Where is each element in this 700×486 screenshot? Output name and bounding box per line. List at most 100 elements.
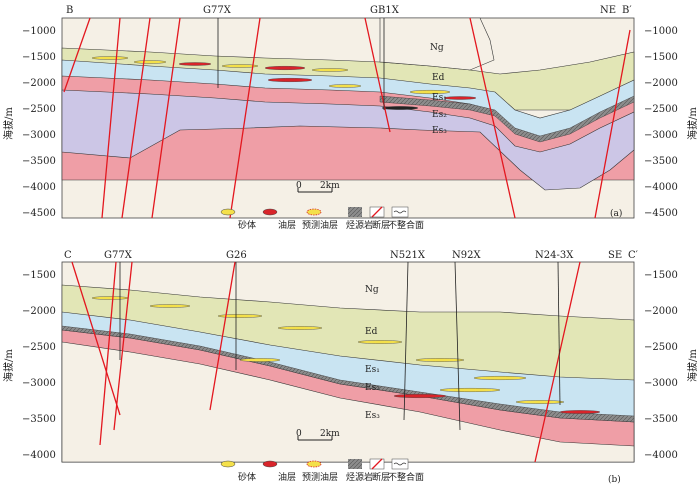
panel-b-corner-right: SE (608, 250, 622, 261)
panel-b-well-label-5: N24-3X (535, 250, 574, 261)
svg-text:预测油层: 预测油层 (302, 219, 338, 231)
legend-b-sand-icon (220, 460, 236, 468)
svg-text:−1500: −1500 (22, 270, 56, 281)
svg-text:预测油层: 预测油层 (302, 471, 338, 483)
svg-text:−2000: −2000 (22, 78, 56, 89)
svg-text:−3500: −3500 (644, 414, 678, 425)
svg-text:−2000: −2000 (22, 306, 56, 317)
legend-b-source-rock-icon (348, 459, 362, 469)
legend-a-source-rock-icon (348, 207, 362, 217)
panel-a-scale-bar: 0 2km (296, 181, 340, 193)
panel-b-faults (71, 261, 581, 463)
panel-a-layer-ng-top (379, 17, 495, 71)
svg-text:0: 0 (296, 181, 302, 191)
panel-b-label-es3: Es₃ (365, 411, 380, 421)
panel-b-label-ed: Ed (365, 327, 378, 337)
legend-a-predicted-oil-icon (306, 208, 322, 216)
panel-a-label-ng: Ng (430, 43, 444, 53)
svg-text:断层: 断层 (372, 219, 390, 231)
svg-text:0: 0 (296, 429, 302, 439)
legend-a-unconformity-icon (393, 210, 407, 214)
svg-text:−3000: −3000 (644, 378, 678, 389)
svg-text:−1500: −1500 (22, 52, 56, 63)
svg-text:2km: 2km (320, 181, 340, 191)
panel-a-layer-es3 (61, 89, 635, 191)
panel-a-label-es2: Es₂ (432, 110, 447, 120)
panel-b-scale-bar: 0 2km (296, 429, 340, 441)
panel-a-label-es1: Es₁ (432, 93, 447, 103)
svg-text:砂体: 砂体 (238, 471, 256, 483)
svg-text:−1500: −1500 (644, 270, 678, 281)
panel-b-label-es2: Es₂ (365, 383, 380, 393)
svg-text:−3000: −3000 (22, 378, 56, 389)
panel-a-y-axis-label-left: 海拔/m (2, 107, 15, 140)
svg-text:砂体: 砂体 (238, 219, 256, 231)
svg-text:−2000: −2000 (644, 306, 678, 317)
svg-text:−3500: −3500 (22, 156, 56, 167)
panel-b-label-es1: Es₁ (365, 365, 380, 375)
svg-text:油层: 油层 (278, 219, 296, 231)
panel-b-well-label-1: G77X (104, 250, 133, 261)
svg-text:−2500: −2500 (644, 104, 678, 115)
panel-a-y-ticks-right: −1000 −1500 −2000 −2500 −3000 −3500 −400… (644, 26, 678, 219)
svg-text:不整合面: 不整合面 (388, 471, 424, 483)
panel-a-faults (63, 17, 631, 219)
svg-text:−3000: −3000 (644, 130, 678, 141)
panel-b-wells (119, 261, 561, 431)
svg-text:烃源岩: 烃源岩 (346, 219, 373, 231)
panel-a-label-es3: Es₃ (432, 126, 447, 136)
panel-a-corner-right-prime: B′ (622, 5, 632, 16)
svg-text:油层: 油层 (278, 471, 296, 483)
panel-b-source-rock (61, 325, 635, 423)
svg-text:−2500: −2500 (22, 342, 56, 353)
svg-text:−2500: −2500 (644, 342, 678, 353)
svg-text:−3500: −3500 (644, 156, 678, 167)
svg-text:−4500: −4500 (22, 208, 56, 219)
svg-text:−4000: −4000 (644, 182, 678, 193)
svg-text:−4500: −4500 (644, 208, 678, 219)
panel-a-well-label-1: G77X (203, 5, 232, 16)
panel-a-corner-left: B (66, 5, 73, 16)
svg-text:−4000: −4000 (22, 182, 56, 193)
panel-b-well-label-3: N521X (390, 250, 426, 261)
panel-b-corner-left: C (64, 250, 72, 261)
panel-a: B NE B′ G77X GB1X Ng Ed Es₁ Es₂ Es₃ −100… (2, 5, 699, 219)
legend-a-fault-icon (371, 206, 383, 218)
panel-b-well-label-4: N92X (452, 250, 481, 261)
panel-a-label-ed: Ed (432, 73, 445, 83)
legend-b-unconformity-icon (393, 462, 407, 466)
panel-a-sand-bodies (91, 56, 477, 110)
svg-text:−4000: −4000 (22, 450, 56, 461)
svg-text:断层: 断层 (372, 471, 390, 483)
svg-text:2km: 2km (320, 429, 340, 439)
panel-a-label: (a) (610, 208, 622, 219)
svg-text:−4000: −4000 (644, 450, 678, 461)
svg-text:−1000: −1000 (644, 26, 678, 37)
svg-text:−1500: −1500 (644, 52, 678, 63)
legend-a: 砂体 油层 预测油层 烃源岩 断层 不整合面 (220, 206, 424, 231)
svg-text:−2500: −2500 (22, 104, 56, 115)
panel-b-y-ticks-right: −1500 −2000 −2500 −3000 −3500 −4000 (644, 270, 678, 461)
panel-b-corner-right-prime: C′ (628, 250, 639, 261)
svg-text:−3500: −3500 (22, 414, 56, 425)
legend-b-oil-icon (262, 460, 278, 468)
panel-b: C SE C′ G77X G26 N521X N92X N24-3X Ng Ed… (2, 250, 699, 485)
panel-a-corner-right: NE (600, 5, 616, 16)
legend-a-oil-icon (262, 208, 278, 216)
panel-a-well-label-2: GB1X (370, 5, 400, 16)
panel-a-y-ticks-left: −1000 −1500 −2000 −2500 −3000 −3500 −400… (22, 26, 56, 219)
panel-b-label: (b) (608, 474, 621, 485)
svg-text:不整合面: 不整合面 (388, 219, 424, 231)
panel-b-y-ticks-left: −1500 −2000 −2500 −3000 −3500 −4000 (22, 270, 56, 461)
legend-a-sand-icon (220, 208, 236, 216)
legend-b-predicted-oil-icon (306, 460, 322, 468)
svg-text:−1000: −1000 (22, 26, 56, 37)
panel-b-y-axis-label-left: 海拔/m (2, 349, 15, 382)
panel-b-sand-bodies (91, 296, 601, 414)
svg-text:−3000: −3000 (22, 130, 56, 141)
svg-text:烃源岩: 烃源岩 (346, 471, 373, 483)
svg-text:−2000: −2000 (644, 78, 678, 89)
panel-a-source-rock (379, 95, 635, 143)
panel-b-well-label-2: G26 (226, 250, 247, 261)
